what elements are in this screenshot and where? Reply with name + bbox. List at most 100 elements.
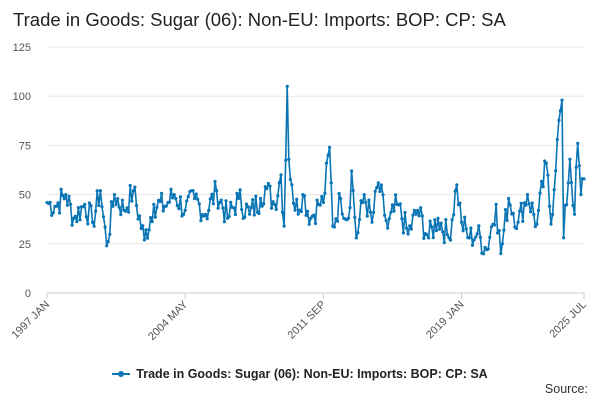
- data-point: [324, 161, 329, 165]
- legend[interactable]: Trade in Goods: Sugar (06): Non-EU: Impo…: [0, 364, 600, 381]
- data-point: [500, 242, 504, 246]
- data-point: [232, 206, 236, 210]
- data-point: [312, 213, 316, 217]
- data-point: [383, 213, 387, 217]
- data-point: [527, 202, 531, 206]
- data-point: [89, 204, 93, 208]
- data-point: [95, 189, 99, 193]
- data-point: [557, 118, 561, 122]
- data-point: [307, 222, 311, 226]
- data-point: [436, 216, 440, 220]
- data-point: [499, 252, 503, 256]
- data-point: [376, 181, 380, 185]
- data-point: [266, 181, 270, 186]
- data-point: [282, 224, 286, 228]
- data-point: [161, 209, 165, 213]
- data-point: [315, 198, 319, 202]
- data-point: [505, 218, 509, 222]
- data-point: [196, 197, 200, 201]
- data-point: [246, 205, 250, 209]
- data-point: [280, 210, 285, 215]
- data-point: [59, 187, 63, 191]
- data-point: [64, 193, 68, 197]
- data-point: [489, 225, 493, 229]
- data-point: [375, 186, 379, 190]
- data-point: [364, 200, 368, 204]
- data-point: [215, 189, 219, 193]
- data-point: [574, 165, 578, 169]
- data-point: [318, 203, 322, 207]
- data-point: [455, 183, 459, 187]
- data-point: [558, 109, 563, 113]
- data-point: [287, 157, 291, 161]
- data-point: [434, 229, 438, 233]
- data-point: [130, 199, 134, 203]
- data-point: [469, 226, 473, 230]
- data-point: [334, 217, 338, 221]
- data-point: [178, 195, 183, 199]
- data-point: [313, 221, 318, 226]
- data-point: [458, 201, 462, 205]
- data-point: [340, 212, 344, 216]
- data-point: [94, 209, 98, 213]
- data-point: [265, 187, 269, 191]
- data-point: [326, 153, 330, 157]
- data-point: [123, 209, 128, 213]
- data-point: [84, 215, 88, 219]
- data-point: [271, 200, 275, 204]
- data-point: [579, 193, 583, 197]
- data-point: [221, 206, 225, 210]
- y-tick-label: 100: [13, 91, 31, 103]
- data-point: [507, 196, 511, 201]
- data-point: [177, 207, 181, 211]
- data-point: [103, 225, 107, 229]
- data-point: [229, 200, 233, 204]
- data-point: [260, 204, 264, 208]
- data-point: [238, 188, 242, 192]
- data-point: [139, 226, 143, 231]
- data-point: [227, 215, 231, 219]
- data-point: [362, 193, 366, 197]
- data-point: [106, 240, 110, 244]
- data-point: [486, 247, 490, 251]
- data-point: [164, 204, 168, 208]
- data-point: [544, 161, 548, 165]
- data-point: [511, 211, 515, 215]
- data-point: [142, 238, 146, 242]
- data-point: [320, 194, 324, 199]
- data-point: [463, 215, 467, 219]
- data-point: [540, 179, 544, 183]
- data-point: [328, 145, 332, 149]
- data-point: [428, 219, 432, 223]
- data-point: [547, 204, 552, 208]
- data-point: [346, 216, 351, 220]
- data-point: [167, 200, 172, 204]
- data-point: [131, 189, 135, 193]
- data-point: [339, 196, 343, 201]
- data-point: [302, 194, 307, 198]
- chart-title: Trade in Goods: Sugar (06): Non-EU: Impo…: [13, 9, 506, 30]
- data-point: [477, 224, 481, 228]
- data-point: [524, 203, 528, 207]
- data-point: [51, 211, 55, 215]
- data-point: [299, 209, 303, 214]
- data-point: [150, 220, 154, 224]
- x-tick-label: 2004 MAY: [146, 298, 191, 343]
- data-point: [219, 198, 223, 202]
- data-point: [566, 181, 570, 185]
- source-label: Source:: [544, 382, 588, 396]
- data-point: [431, 236, 435, 240]
- data-point: [70, 223, 74, 227]
- data-point: [536, 208, 541, 212]
- data-point: [560, 98, 564, 102]
- data-point: [291, 201, 296, 205]
- data-point: [243, 215, 247, 219]
- data-point: [323, 191, 327, 195]
- data-point: [433, 218, 437, 222]
- data-point: [392, 209, 396, 213]
- data-point: [117, 205, 121, 209]
- data-point: [379, 183, 383, 187]
- data-point: [419, 206, 423, 210]
- data-point: [470, 243, 475, 247]
- data-point: [441, 230, 445, 234]
